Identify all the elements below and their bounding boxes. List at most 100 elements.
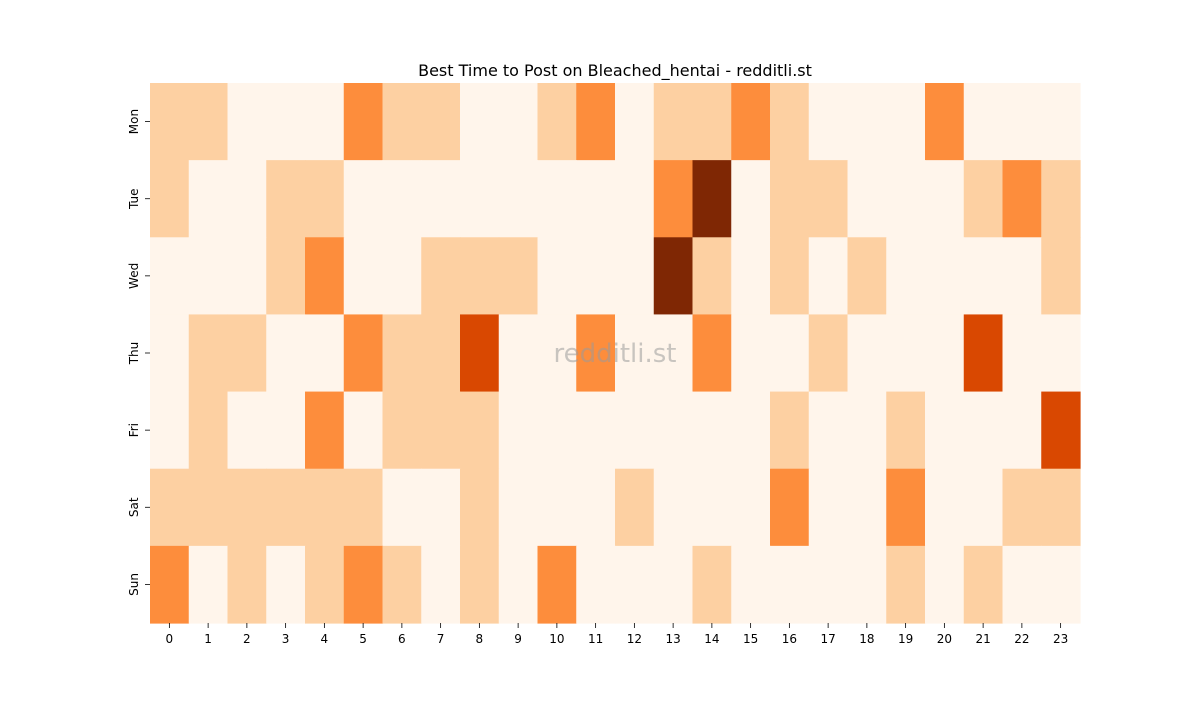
heatmap-cell-tue-5 (343, 160, 384, 238)
heatmap-cell-thu-17 (808, 314, 849, 393)
x-tick-label: 17 (820, 632, 835, 646)
heatmap-cell-wed-12 (615, 237, 655, 316)
x-tick-label: 6 (398, 632, 406, 646)
heatmap-cell-mon-19 (886, 83, 926, 161)
heatmap-cell-sat-2 (227, 468, 267, 547)
heatmap-cell-sun-21 (963, 545, 1004, 624)
heatmap-cell-thu-4 (305, 314, 345, 393)
heatmap-cell-thu-2 (227, 314, 267, 393)
heatmap-cell-wed-21 (963, 237, 1004, 316)
heatmap-cell-sat-6 (382, 468, 422, 547)
heatmap-cell-mon-10 (537, 83, 577, 161)
heatmap-cell-thu-13 (653, 314, 694, 393)
heatmap-cell-thu-20 (925, 314, 965, 393)
y-tick-label: Wed (127, 263, 141, 289)
heatmap-cell-wed-6 (382, 237, 422, 316)
heatmap-cell-wed-4 (305, 237, 345, 316)
heatmap-cell-sun-22 (1002, 545, 1042, 624)
heatmap-cell-thu-9 (498, 314, 539, 393)
heatmap-cell-sun-20 (925, 545, 965, 624)
heatmap-cell-thu-23 (1041, 314, 1081, 393)
x-tick-label: 22 (1014, 632, 1029, 646)
x-axis-ticks: 0 1 2 3 4 5 6 7 8 9 10 11 12 13 14 15 16 17 18 19 20 21 22 23 (166, 623, 1068, 646)
heatmap-cell-sat-0 (150, 468, 190, 547)
y-tick-label: Sat (127, 497, 141, 517)
heatmap-cell-mon-15 (731, 83, 771, 161)
chart-title: Best Time to Post on Bleached_hentai - r… (418, 61, 812, 81)
heatmap-cell-sat-10 (537, 468, 577, 547)
heatmap-cells (150, 83, 1081, 624)
heatmap-cell-sun-2 (227, 545, 267, 624)
y-tick-label: Tue (127, 188, 141, 210)
heatmap-cell-wed-5 (343, 237, 384, 316)
heatmap-cell-sun-14 (692, 545, 732, 624)
heatmap-cell-fri-0 (150, 391, 190, 470)
x-tick-label: 13 (665, 632, 680, 646)
y-axis-ticks: Mon Tue Wed Thu Fri Sat Sun (127, 109, 150, 596)
heatmap-cell-tue-15 (731, 160, 771, 238)
heatmap-cell-wed-18 (847, 237, 887, 316)
x-tick-label: 12 (627, 632, 642, 646)
heatmap-cell-thu-15 (731, 314, 771, 393)
heatmap-cell-tue-14 (692, 160, 732, 238)
heatmap-cell-wed-22 (1002, 237, 1042, 316)
heatmap-cell-tue-10 (537, 160, 577, 238)
heatmap-cell-mon-22 (1002, 83, 1042, 161)
heatmap-cell-tue-22 (1002, 160, 1042, 238)
heatmap-cell-sat-20 (925, 468, 965, 547)
heatmap-cell-wed-13 (653, 237, 694, 316)
heatmap-cell-tue-1 (188, 160, 229, 238)
heatmap-cell-sun-1 (188, 545, 229, 624)
x-tick-label: 14 (704, 632, 719, 646)
heatmap-cell-fri-2 (227, 391, 267, 470)
heatmap-cell-wed-20 (925, 237, 965, 316)
heatmap-cell-thu-7 (421, 314, 461, 393)
heatmap-cell-wed-11 (576, 237, 616, 316)
heatmap-cell-mon-3 (266, 83, 306, 161)
heatmap-cell-mon-20 (925, 83, 965, 161)
heatmap-cell-tue-20 (925, 160, 965, 238)
heatmap-cell-thu-14 (692, 314, 732, 393)
heatmap-cell-fri-11 (576, 391, 616, 470)
heatmap-cell-sun-10 (537, 545, 577, 624)
heatmap-cell-wed-3 (266, 237, 306, 316)
heatmap-cell-fri-16 (770, 391, 810, 470)
heatmap-cell-mon-0 (150, 83, 190, 161)
heatmap-cell-thu-5 (343, 314, 384, 393)
heatmap-cell-sun-23 (1041, 545, 1081, 624)
heatmap-cell-sat-16 (770, 468, 810, 547)
x-tick-label: 9 (514, 632, 522, 646)
heatmap-cell-fri-19 (886, 391, 926, 470)
heatmap-cell-fri-6 (382, 391, 422, 470)
heatmap-cell-tue-8 (460, 160, 500, 238)
heatmap-cell-tue-19 (886, 160, 926, 238)
heatmap-cell-sun-6 (382, 545, 422, 624)
heatmap-cell-sun-9 (498, 545, 539, 624)
heatmap-cell-mon-5 (343, 83, 384, 161)
heatmap-cell-wed-19 (886, 237, 926, 316)
heatmap-cell-sat-14 (692, 468, 732, 547)
heatmap-cell-tue-17 (808, 160, 849, 238)
heatmap-cell-sun-3 (266, 545, 306, 624)
heatmap-cell-fri-1 (188, 391, 229, 470)
heatmap-cell-fri-18 (847, 391, 887, 470)
x-tick-label: 15 (743, 632, 758, 646)
heatmap-cell-wed-16 (770, 237, 810, 316)
heatmap-cell-mon-14 (692, 83, 732, 161)
heatmap-cell-sun-8 (460, 545, 500, 624)
heatmap-cell-tue-4 (305, 160, 345, 238)
heatmap-cell-sun-15 (731, 545, 771, 624)
heatmap-cell-wed-17 (808, 237, 849, 316)
heatmap-cell-sat-9 (498, 468, 539, 547)
heatmap-cell-mon-7 (421, 83, 461, 161)
heatmap-cell-mon-8 (460, 83, 500, 161)
heatmap-cell-mon-13 (653, 83, 694, 161)
heatmap-cell-fri-20 (925, 391, 965, 470)
x-tick-label: 1 (204, 632, 212, 646)
heatmap-cell-wed-10 (537, 237, 577, 316)
heatmap-cell-thu-8 (460, 314, 500, 393)
heatmap-cell-tue-0 (150, 160, 190, 238)
heatmap-cell-mon-17 (808, 83, 849, 161)
y-tick-label: Mon (127, 109, 141, 134)
